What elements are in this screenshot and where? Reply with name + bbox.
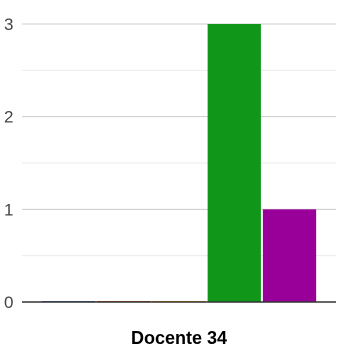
y-tick-label: 2 <box>4 108 13 127</box>
x-category-label: Docente 34 <box>131 328 227 348</box>
bar <box>207 24 261 302</box>
y-tick-label: 3 <box>4 15 13 34</box>
y-tick-label: 0 <box>4 293 13 312</box>
bar <box>262 209 317 302</box>
y-tick-label: 1 <box>4 200 13 219</box>
